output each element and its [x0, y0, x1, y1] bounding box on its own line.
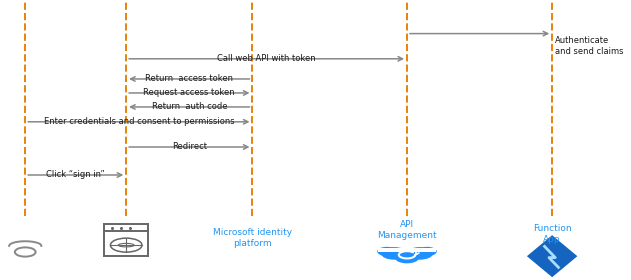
Text: API
Management: API Management — [377, 220, 437, 240]
Text: Return  auth code: Return auth code — [151, 102, 227, 111]
Text: Call web API with token: Call web API with token — [217, 54, 316, 63]
Bar — [378, 248, 436, 252]
Circle shape — [396, 253, 418, 263]
Text: Microsoft identity
platform: Microsoft identity platform — [213, 228, 292, 248]
Circle shape — [418, 248, 436, 255]
Text: Return  access token: Return access token — [145, 74, 233, 83]
Text: Redirect: Redirect — [172, 142, 207, 151]
Text: Authenticate
and send claims: Authenticate and send claims — [555, 36, 624, 56]
Text: Click “sign in”: Click “sign in” — [46, 170, 105, 179]
Polygon shape — [527, 235, 577, 277]
Circle shape — [382, 248, 407, 259]
Text: Request access token: Request access token — [143, 88, 235, 97]
Text: Enter credentials and consent to permissions: Enter credentials and consent to permiss… — [44, 117, 234, 126]
Circle shape — [378, 248, 396, 255]
Bar — [104, 224, 148, 256]
Circle shape — [407, 248, 432, 259]
Text: Function
App: Function App — [533, 224, 572, 244]
